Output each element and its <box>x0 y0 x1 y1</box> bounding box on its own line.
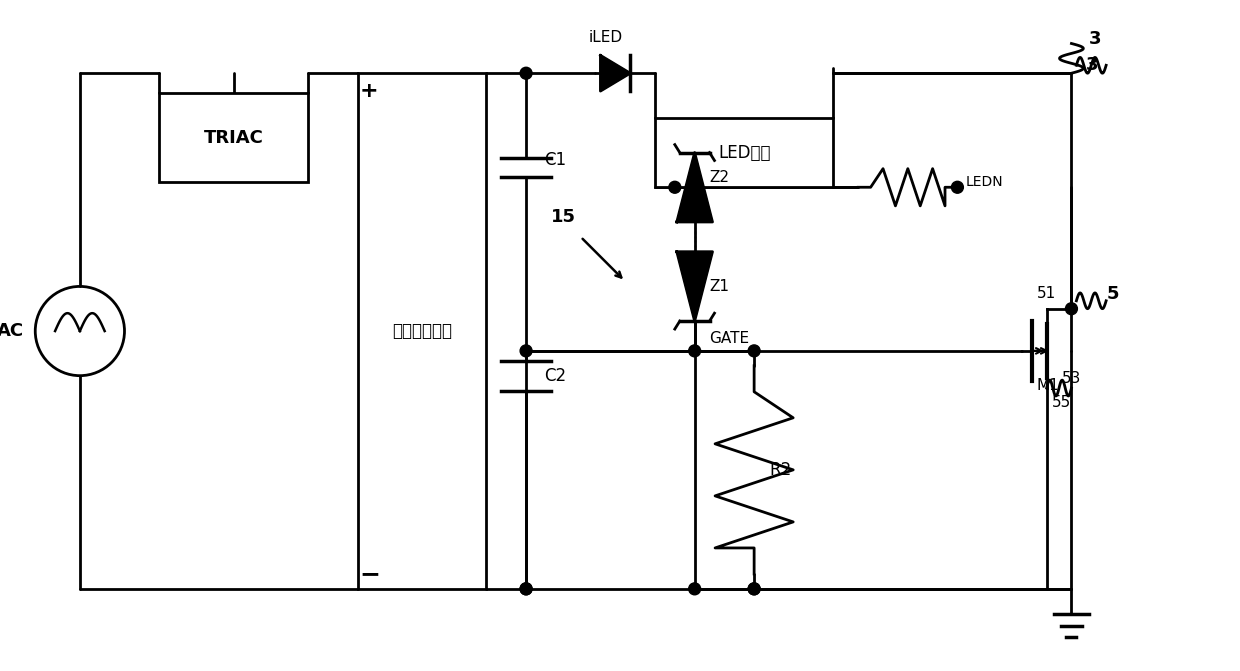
Polygon shape <box>677 152 713 222</box>
Text: C1: C1 <box>544 151 565 169</box>
Bar <box>357 73 486 589</box>
Text: +: + <box>360 81 378 101</box>
Text: GATE: GATE <box>709 331 750 346</box>
Circle shape <box>688 583 701 595</box>
Text: iLED: iLED <box>588 30 622 46</box>
Bar <box>159 93 308 183</box>
Circle shape <box>668 181 681 193</box>
Circle shape <box>951 181 963 193</box>
Text: 55: 55 <box>1052 395 1071 411</box>
Circle shape <box>520 583 532 595</box>
Text: 3: 3 <box>1086 56 1099 74</box>
Circle shape <box>688 345 701 357</box>
Circle shape <box>748 583 760 595</box>
Circle shape <box>520 67 532 79</box>
Text: 恒流控制电路: 恒流控制电路 <box>392 322 451 340</box>
Text: M1: M1 <box>1037 378 1059 393</box>
Text: C2: C2 <box>544 366 565 384</box>
Bar <box>655 118 833 187</box>
Text: 51: 51 <box>1038 287 1056 301</box>
Text: LEDN: LEDN <box>965 175 1003 189</box>
Text: Z2: Z2 <box>709 170 729 185</box>
Circle shape <box>748 583 760 595</box>
Text: AC: AC <box>0 322 24 340</box>
Text: R2: R2 <box>769 461 791 479</box>
Polygon shape <box>677 252 713 321</box>
Text: 3: 3 <box>1089 30 1102 48</box>
Circle shape <box>688 181 701 193</box>
Polygon shape <box>600 56 630 91</box>
Text: 53: 53 <box>1061 370 1081 386</box>
Text: LED负载: LED负载 <box>718 144 770 162</box>
Circle shape <box>748 345 760 357</box>
Text: 5: 5 <box>1106 285 1118 303</box>
Circle shape <box>520 345 532 357</box>
Text: Z1: Z1 <box>709 279 729 294</box>
Circle shape <box>520 583 532 595</box>
Text: TRIAC: TRIAC <box>203 129 264 147</box>
Text: 15: 15 <box>551 208 575 226</box>
Text: −: − <box>358 562 379 586</box>
Circle shape <box>1065 303 1078 315</box>
